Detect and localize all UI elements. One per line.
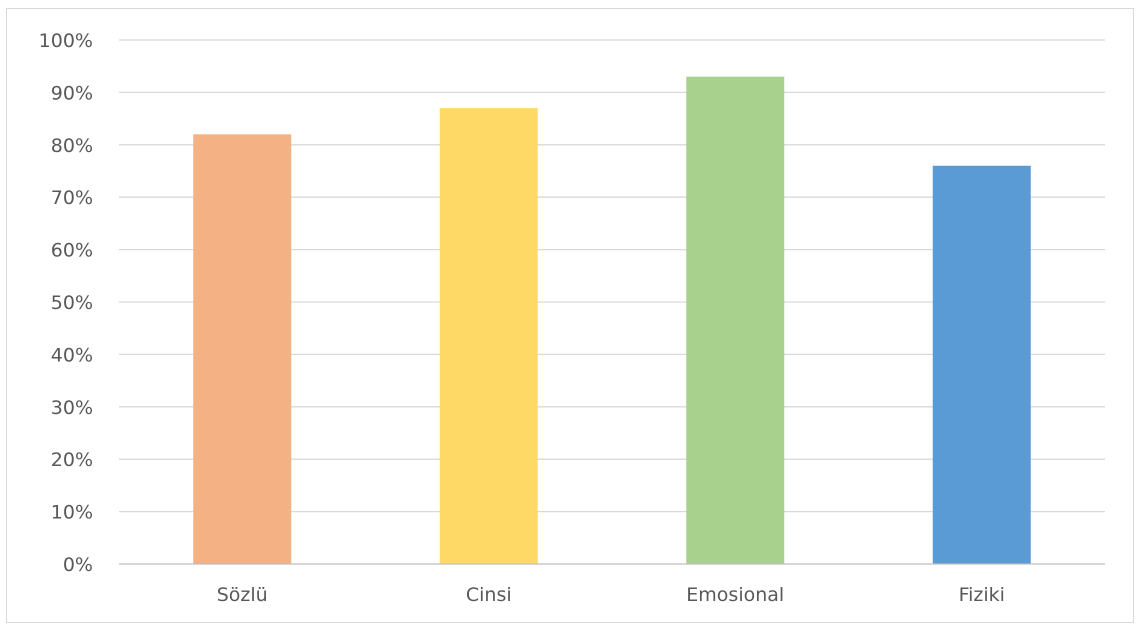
x-category-label: Sözlü	[217, 584, 268, 606]
y-tick-label: 30%	[51, 397, 93, 419]
y-tick-label: 90%	[51, 82, 93, 104]
y-axis-tick-labels: 0% 10% 20% 30% 40% 50% 60% 70% 80% 90% 100%	[39, 30, 93, 576]
x-axis-category-labels: Sözlü Cinsi Emosional Fiziki	[217, 584, 1005, 606]
bar-chart: 0% 10% 20% 30% 40% 50% 60% 70% 80% 90% 100% Sözlü C…	[39, 30, 1105, 606]
y-tick-label: 10%	[51, 502, 93, 524]
y-tick-label: 80%	[51, 135, 93, 157]
y-tick-label: 50%	[51, 292, 93, 314]
y-tick-label: 60%	[51, 240, 93, 262]
x-category-label: Emosional	[686, 584, 784, 606]
y-tick-label: 20%	[51, 449, 93, 471]
y-tick-label: 0%	[63, 554, 93, 576]
x-category-label: Cinsi	[466, 584, 512, 606]
bar	[932, 165, 1031, 564]
bar	[686, 76, 785, 565]
bars	[193, 76, 1031, 565]
bar	[193, 134, 292, 564]
y-tick-label: 70%	[51, 187, 93, 209]
bar	[439, 108, 538, 565]
chart-frame: 0% 10% 20% 30% 40% 50% 60% 70% 80% 90% 100% Sözlü C…	[6, 8, 1134, 623]
y-tick-label: 40%	[51, 344, 93, 366]
y-tick-label: 100%	[39, 30, 93, 52]
x-category-label: Fiziki	[959, 584, 1005, 606]
